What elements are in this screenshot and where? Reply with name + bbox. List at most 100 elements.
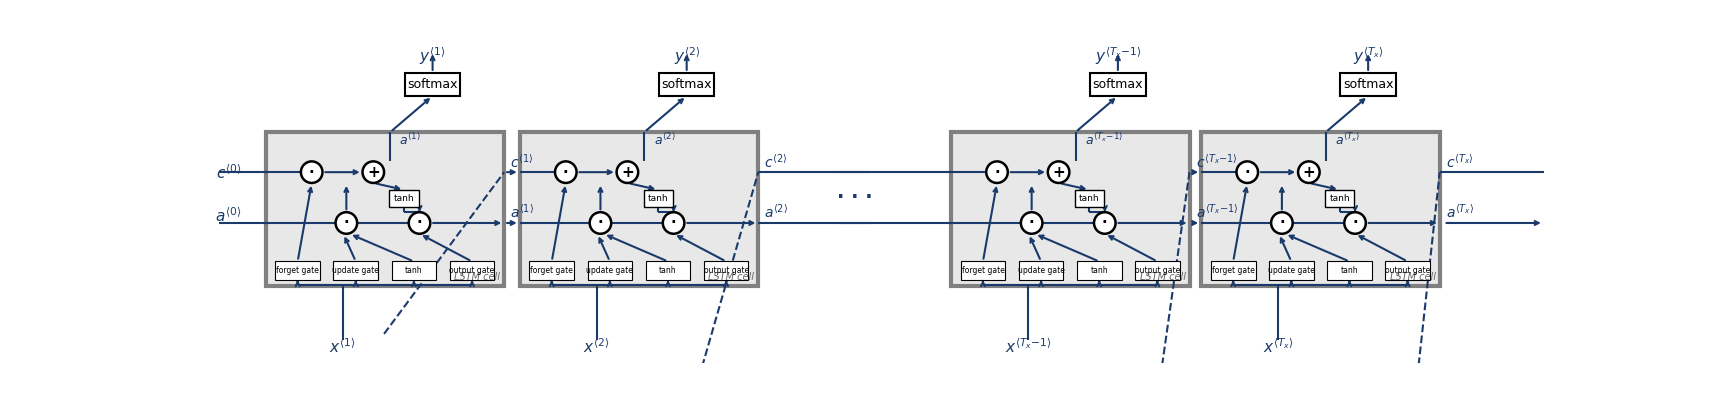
Circle shape: [1047, 162, 1070, 183]
Bar: [1135, 262, 1180, 280]
Text: ·: ·: [1245, 165, 1250, 180]
Text: $a^{\langle T_x{-}1 \rangle}$: $a^{\langle T_x{-}1 \rangle}$: [1085, 132, 1123, 148]
Bar: [1340, 73, 1397, 96]
FancyBboxPatch shape: [519, 132, 759, 286]
Bar: [1269, 262, 1314, 280]
Text: tanh: tanh: [1078, 194, 1099, 203]
Bar: [1077, 262, 1121, 280]
Text: $y^{\langle T_x{-}1 \rangle}$: $y^{\langle T_x{-}1 \rangle}$: [1094, 45, 1140, 67]
Text: $c^{\langle 2 \rangle}$: $c^{\langle 2 \rangle}$: [764, 153, 788, 170]
Text: ·: ·: [1029, 215, 1034, 231]
Bar: [275, 262, 320, 280]
Circle shape: [986, 162, 1008, 183]
Text: LSTM cell: LSTM cell: [709, 272, 755, 282]
Text: +: +: [1302, 165, 1316, 180]
Circle shape: [1271, 212, 1293, 234]
Bar: [404, 73, 461, 96]
Bar: [703, 262, 748, 280]
Text: softmax: softmax: [1343, 78, 1393, 91]
Text: $a^{\langle T_x \rangle}$: $a^{\langle T_x \rangle}$: [1335, 132, 1361, 148]
Bar: [1385, 262, 1429, 280]
Text: ·: ·: [597, 215, 604, 231]
Text: update gate: update gate: [332, 266, 378, 275]
Text: $a^{\langle T_x \rangle}$: $a^{\langle T_x \rangle}$: [1447, 203, 1474, 221]
Text: ·: ·: [416, 215, 423, 231]
Circle shape: [1094, 212, 1116, 234]
Text: $a^{\langle 1 \rangle}$: $a^{\langle 1 \rangle}$: [511, 203, 535, 221]
Text: $y^{\langle 2 \rangle}$: $y^{\langle 2 \rangle}$: [674, 45, 700, 67]
Text: · · ·: · · ·: [836, 188, 872, 207]
Text: update gate: update gate: [1268, 266, 1314, 275]
Bar: [960, 262, 1004, 280]
FancyBboxPatch shape: [265, 132, 504, 286]
FancyBboxPatch shape: [951, 132, 1190, 286]
Text: softmax: softmax: [1092, 78, 1144, 91]
Text: output gate: output gate: [703, 266, 748, 275]
Text: update gate: update gate: [1018, 266, 1065, 275]
Text: forget gate: forget gate: [1213, 266, 1254, 275]
Bar: [1075, 190, 1104, 207]
Text: tanh: tanh: [394, 194, 415, 203]
Text: +: +: [366, 165, 380, 180]
Text: ·: ·: [1352, 215, 1357, 231]
Text: +: +: [1053, 165, 1065, 180]
Text: forget gate: forget gate: [277, 266, 320, 275]
Text: tanh: tanh: [648, 194, 669, 203]
Text: ·: ·: [671, 215, 676, 231]
Text: $c^{\langle 1 \rangle}$: $c^{\langle 1 \rangle}$: [511, 153, 533, 170]
Text: LSTM cell: LSTM cell: [1140, 272, 1185, 282]
Text: tanh: tanh: [406, 266, 423, 275]
Text: tanh: tanh: [659, 266, 678, 275]
Bar: [530, 262, 574, 280]
Text: $y^{\langle T_x \rangle}$: $y^{\langle T_x \rangle}$: [1352, 45, 1383, 67]
Circle shape: [1299, 162, 1319, 183]
Bar: [1328, 262, 1373, 280]
Text: $x^{\langle 1 \rangle}$: $x^{\langle 1 \rangle}$: [329, 337, 356, 355]
Bar: [645, 262, 690, 280]
Text: $c^{\langle T_x{-}1 \rangle}$: $c^{\langle T_x{-}1 \rangle}$: [1195, 153, 1237, 170]
Text: output gate: output gate: [1385, 266, 1431, 275]
Text: $x^{\langle T_x \rangle}$: $x^{\langle T_x \rangle}$: [1262, 337, 1293, 355]
Text: $a^{\langle 1 \rangle}$: $a^{\langle 1 \rangle}$: [399, 132, 421, 148]
Text: $a^{\langle 2 \rangle}$: $a^{\langle 2 \rangle}$: [764, 203, 788, 221]
Circle shape: [363, 162, 384, 183]
Text: forget gate: forget gate: [961, 266, 1004, 275]
Bar: [1211, 262, 1256, 280]
Text: LSTM cell: LSTM cell: [1390, 272, 1436, 282]
Text: $a^{\langle 2 \rangle}$: $a^{\langle 2 \rangle}$: [654, 132, 676, 148]
Text: tanh: tanh: [1090, 266, 1108, 275]
Circle shape: [335, 212, 358, 234]
Text: +: +: [621, 165, 633, 180]
Bar: [1018, 262, 1063, 280]
Text: LSTM cell: LSTM cell: [454, 272, 501, 282]
Text: $x^{\langle 2 \rangle}$: $x^{\langle 2 \rangle}$: [583, 337, 611, 355]
Text: ·: ·: [994, 165, 999, 180]
Circle shape: [301, 162, 322, 183]
Circle shape: [1345, 212, 1366, 234]
Text: $c^{\langle T_x \rangle}$: $c^{\langle T_x \rangle}$: [1447, 153, 1472, 170]
Text: $a^{\langle T_x{-}1 \rangle}$: $a^{\langle T_x{-}1 \rangle}$: [1195, 203, 1238, 221]
Text: update gate: update gate: [587, 266, 633, 275]
Bar: [1090, 73, 1146, 96]
Text: forget gate: forget gate: [530, 266, 573, 275]
Text: $c^{\langle 0 \rangle}$: $c^{\langle 0 \rangle}$: [215, 163, 241, 182]
Text: softmax: softmax: [662, 78, 712, 91]
Circle shape: [556, 162, 576, 183]
Circle shape: [590, 212, 611, 234]
Text: tanh: tanh: [1330, 194, 1350, 203]
Text: output gate: output gate: [1135, 266, 1180, 275]
FancyBboxPatch shape: [1201, 132, 1440, 286]
Text: tanh: tanh: [1340, 266, 1359, 275]
Text: output gate: output gate: [449, 266, 495, 275]
Text: $y^{\langle 1 \rangle}$: $y^{\langle 1 \rangle}$: [420, 45, 445, 67]
Circle shape: [662, 212, 685, 234]
Bar: [659, 73, 714, 96]
Text: $x^{\langle T_x{-}1 \rangle}$: $x^{\langle T_x{-}1 \rangle}$: [1004, 337, 1051, 355]
Bar: [449, 262, 494, 280]
Text: ·: ·: [310, 165, 315, 180]
Circle shape: [1237, 162, 1257, 183]
Text: softmax: softmax: [408, 78, 458, 91]
Text: ·: ·: [1103, 215, 1108, 231]
Bar: [334, 262, 378, 280]
Text: ·: ·: [562, 165, 569, 180]
